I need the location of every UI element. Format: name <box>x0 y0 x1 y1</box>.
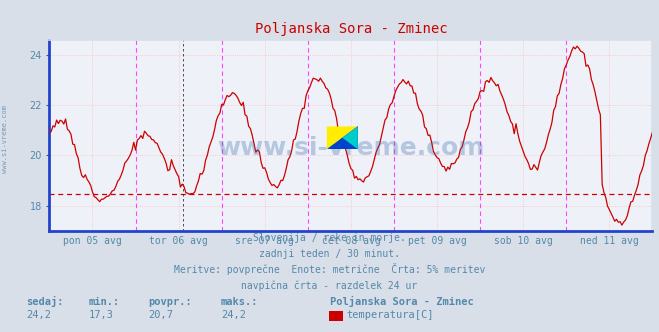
Polygon shape <box>327 126 358 149</box>
Text: zadnji teden / 30 minut.: zadnji teden / 30 minut. <box>259 249 400 259</box>
Text: Meritve: povprečne  Enote: metrične  Črta: 5% meritev: Meritve: povprečne Enote: metrične Črta:… <box>174 263 485 275</box>
Polygon shape <box>327 126 358 149</box>
Text: 24,2: 24,2 <box>26 310 51 320</box>
Text: www.si-vreme.com: www.si-vreme.com <box>217 136 484 160</box>
Text: 17,3: 17,3 <box>89 310 114 320</box>
Text: sedaj:: sedaj: <box>26 296 64 307</box>
Text: maks.:: maks.: <box>221 297 258 307</box>
Text: navpična črta - razdelek 24 ur: navpična črta - razdelek 24 ur <box>241 280 418 290</box>
Text: min.:: min.: <box>89 297 120 307</box>
Text: 20,7: 20,7 <box>148 310 173 320</box>
Text: povpr.:: povpr.: <box>148 297 192 307</box>
Text: Poljanska Sora - Zminec: Poljanska Sora - Zminec <box>330 296 473 307</box>
Text: temperatura[C]: temperatura[C] <box>346 310 434 320</box>
Text: 24,2: 24,2 <box>221 310 246 320</box>
Text: Slovenija / reke in morje.: Slovenija / reke in morje. <box>253 233 406 243</box>
Text: www.si-vreme.com: www.si-vreme.com <box>2 106 9 173</box>
Title: Poljanska Sora - Zminec: Poljanska Sora - Zminec <box>254 22 447 36</box>
Polygon shape <box>342 126 358 149</box>
